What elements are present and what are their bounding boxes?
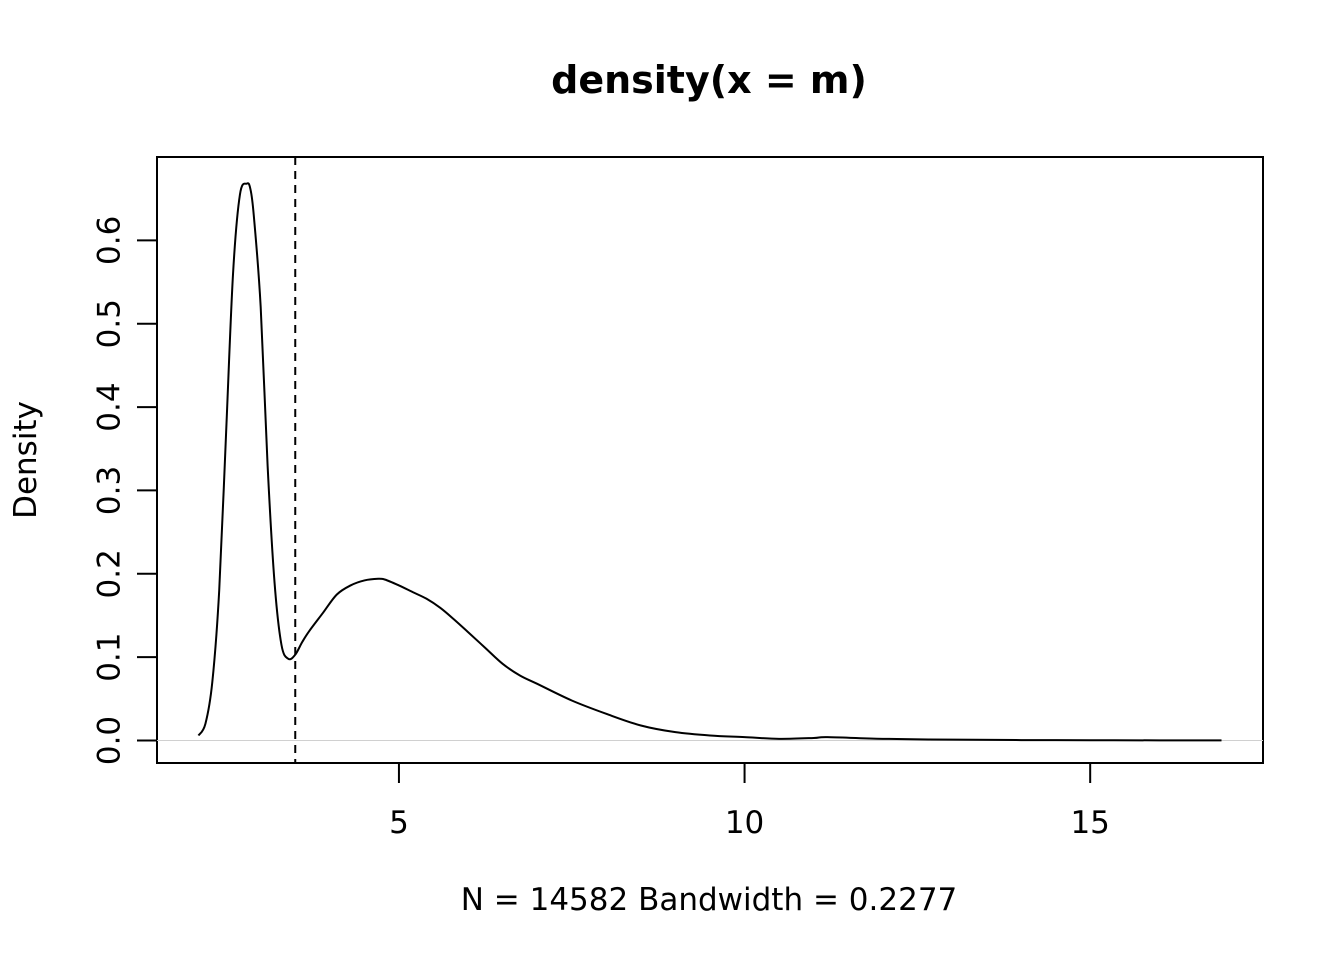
x-axis: 5 10 15 [389, 762, 1110, 841]
x-axis-label: N = 14582 Bandwidth = 0.2277 [461, 882, 958, 918]
y-tick-label: 0.3 [92, 466, 128, 515]
y-axis-label: Density [8, 401, 44, 519]
y-tick-label: 0.1 [92, 632, 128, 681]
x-tick-label: 15 [1070, 805, 1109, 841]
x-tick-label: 10 [725, 805, 764, 841]
y-tick-label: 0.0 [92, 716, 128, 765]
x-tick-label: 5 [389, 805, 409, 841]
y-tick-label: 0.5 [92, 299, 128, 348]
y-tick-label: 0.2 [92, 549, 128, 598]
chart-title: density(x = m) [551, 58, 867, 102]
y-axis: 0.0 0.1 0.2 0.3 0.4 0.5 0.6 [92, 216, 158, 765]
plot-frame [156, 156, 1264, 764]
y-tick-label: 0.4 [92, 382, 128, 431]
y-tick-label: 0.6 [92, 216, 128, 265]
density-curve [197, 182, 1222, 742]
